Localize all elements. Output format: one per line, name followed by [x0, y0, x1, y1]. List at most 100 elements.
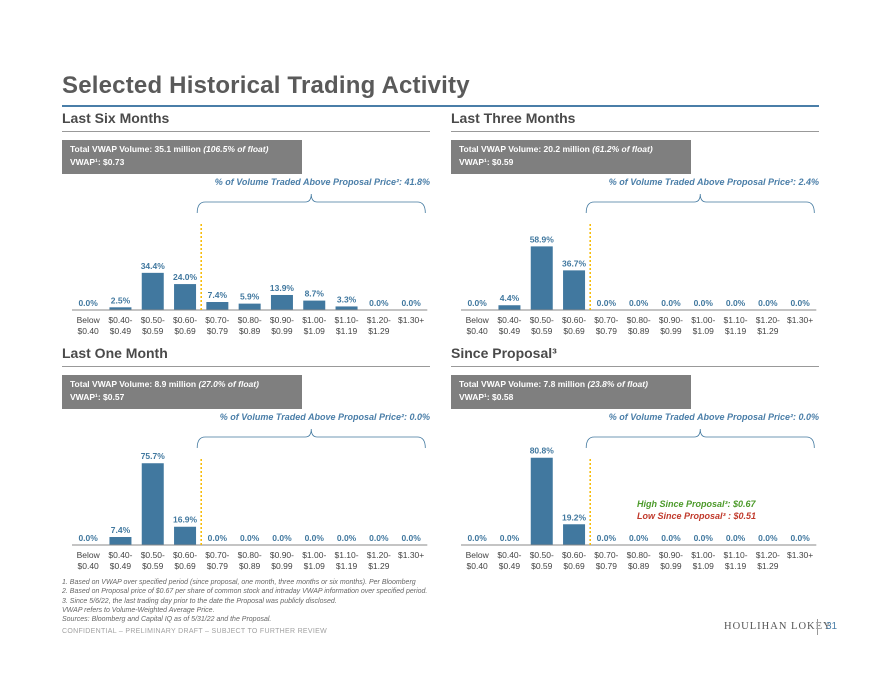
- chart-panel-since-proposal: Since Proposal³ Total VWAP Volume: 7.8 m…: [451, 345, 819, 575]
- bar: [530, 457, 553, 545]
- bar: [563, 524, 586, 545]
- tick-label: $0.50-: [141, 315, 165, 325]
- tick-label: $1.00-: [302, 550, 326, 560]
- tick-label: $0.60-: [562, 550, 586, 560]
- bar-chart: 0.0% 2.5% 34.4% 24.0% 7.4% 5.9% 13.9% 8.7% 3.3% 0…: [72, 193, 428, 336]
- data-label: 0.0%: [500, 533, 520, 543]
- tick-label: $1.10-: [334, 550, 358, 560]
- panel-title: Last Six Months: [62, 110, 170, 126]
- bar: [141, 272, 164, 310]
- tick-label: $0.99: [660, 561, 682, 571]
- data-label: 0.0%: [369, 298, 389, 308]
- vwap-summary-box: Total VWAP Volume: 7.8 million (23.8% of…: [451, 375, 691, 409]
- tick-label: $0.70-: [205, 550, 229, 560]
- tick-label: $0.80-: [238, 315, 262, 325]
- tick-label: $0.89: [239, 561, 261, 571]
- title-divider: [62, 105, 819, 107]
- data-label: 75.7%: [141, 451, 166, 461]
- tick-label: $0.79: [207, 561, 229, 571]
- tick-label: $0.59: [531, 326, 553, 336]
- data-label: 0.0%: [467, 533, 487, 543]
- tick-label: $0.40: [467, 326, 489, 336]
- vwap-float: (106.5% of float): [203, 144, 269, 154]
- tick-label: $1.19: [725, 561, 747, 571]
- tick-label: $0.80-: [627, 315, 651, 325]
- data-label: 0.0%: [208, 533, 228, 543]
- tick-label: $1.29: [757, 561, 779, 571]
- tick-label: $0.59: [142, 561, 164, 571]
- tick-label: $0.59: [531, 561, 553, 571]
- vwap-volume: Total VWAP Volume: 8.9 million: [70, 379, 197, 389]
- tick-label: $0.90-: [659, 315, 683, 325]
- data-label: 0.0%: [758, 533, 778, 543]
- confidential-notice: CONFIDENTIAL – PRELIMINARY DRAFT – SUBJE…: [62, 628, 327, 635]
- tick-label: $0.59: [142, 326, 164, 336]
- data-label: 0.0%: [694, 298, 714, 308]
- tick-label: $1.29: [368, 561, 390, 571]
- data-label: 4.4%: [500, 293, 520, 303]
- tick-label: $0.70-: [205, 315, 229, 325]
- vwap-price: VWAP¹: $0.59: [459, 157, 514, 167]
- tick-label: $1.30+: [787, 550, 813, 560]
- data-label: 0.0%: [726, 533, 746, 543]
- data-label: 0.0%: [661, 298, 681, 308]
- tick-label: $0.80-: [238, 550, 262, 560]
- tick-label: $1.19: [725, 326, 747, 336]
- vwap-price: VWAP¹: $0.57: [70, 392, 125, 402]
- footnote: Sources: Bloomberg and Capital IQ as of …: [62, 616, 272, 624]
- tick-label: $0.90-: [270, 550, 294, 560]
- bar: [109, 537, 132, 545]
- tick-label: $0.40: [78, 326, 100, 336]
- tick-label: $0.60-: [562, 315, 586, 325]
- vwap-float: (27.0% of float): [198, 379, 259, 389]
- data-label: 0.0%: [597, 533, 617, 543]
- tick-label: $0.40-: [108, 315, 132, 325]
- data-label: 2.5%: [111, 295, 131, 305]
- data-label: 0.0%: [240, 533, 260, 543]
- tick-label: $0.60-: [173, 550, 197, 560]
- tick-label: $0.90-: [270, 315, 294, 325]
- tick-label: $1.20-: [756, 550, 780, 560]
- bar: [498, 305, 521, 310]
- vwap-summary-box: Total VWAP Volume: 35.1 million (106.5% …: [62, 140, 302, 174]
- above-proposal-bracket: [196, 428, 426, 449]
- panel-divider: [62, 131, 430, 132]
- tick-label: $1.29: [368, 326, 390, 336]
- tick-label: $0.69: [174, 561, 196, 571]
- vwap-volume: Total VWAP Volume: 35.1 million: [70, 144, 201, 154]
- data-label: 0.0%: [758, 298, 778, 308]
- tick-label: $1.09: [304, 561, 326, 571]
- data-label: 0.0%: [401, 533, 421, 543]
- data-label: 0.0%: [78, 533, 98, 543]
- tick-label: $1.10-: [723, 550, 747, 560]
- tick-label: $1.19: [336, 561, 358, 571]
- data-label: 0.0%: [272, 533, 292, 543]
- vwap-volume: Total VWAP Volume: 20.2 million: [459, 144, 590, 154]
- data-label: 0.0%: [597, 298, 617, 308]
- tick-label: $0.69: [174, 326, 196, 336]
- footnotes: 1. Based on VWAP over specified period (…: [62, 578, 427, 624]
- vwap-price: VWAP¹: $0.58: [459, 392, 514, 402]
- tick-label: $1.19: [336, 326, 358, 336]
- high-low-callout: High Since Proposal³: $0.67 Low Since Pr…: [637, 498, 756, 522]
- above-proposal-label: % of Volume Traded Above Proposal Price²…: [214, 177, 430, 187]
- tick-label: $0.50-: [141, 550, 165, 560]
- footnote: 1. Based on VWAP over specified period (…: [62, 579, 416, 586]
- brand-divider: [817, 619, 818, 635]
- vwap-summary-box: Total VWAP Volume: 8.9 million (27.0% of…: [62, 375, 302, 409]
- tick-label: $0.70-: [594, 315, 618, 325]
- tick-label: $1.20-: [367, 315, 391, 325]
- tick-label: Below: [77, 315, 101, 325]
- tick-label: $1.29: [757, 326, 779, 336]
- bar: [270, 294, 293, 310]
- vwap-float: (61.2% of float): [592, 144, 653, 154]
- data-label: 5.9%: [240, 292, 260, 302]
- tick-label: $0.49: [499, 326, 521, 336]
- tick-label: $0.40-: [497, 550, 521, 560]
- tick-label: $0.99: [271, 561, 293, 571]
- tick-label: $0.99: [660, 326, 682, 336]
- panel-title: Last One Month: [62, 345, 168, 361]
- tick-label: $0.49: [499, 561, 521, 571]
- tick-label: $1.30+: [787, 315, 813, 325]
- chart-panel-six-months: Last Six Months Total VWAP Volume: 35.1 …: [62, 110, 430, 340]
